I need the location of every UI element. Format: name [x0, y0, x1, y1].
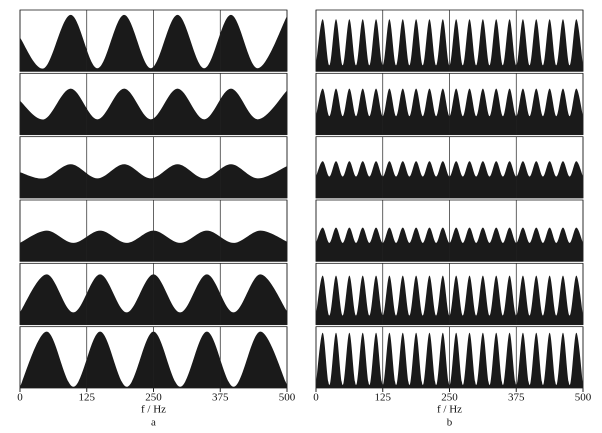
waveform — [316, 19, 583, 72]
x-tick-label: 125 — [375, 392, 392, 404]
x-tick-label: 250 — [145, 392, 162, 404]
x-tick-label: 0 — [313, 392, 319, 404]
x-tick-label: 375 — [212, 392, 229, 404]
x-axis-label: f / Hz — [141, 404, 166, 416]
x-tick-label: 125 — [79, 392, 96, 404]
x-tick-label: 375 — [508, 392, 525, 404]
x-tick-label: 250 — [441, 392, 458, 404]
x-axis-label: f / Hz — [437, 404, 462, 416]
panel-label: a — [151, 417, 156, 429]
x-tick-label: 500 — [575, 392, 592, 404]
x-tick-label: 500 — [279, 392, 296, 404]
x-tick-label: 0 — [17, 392, 23, 404]
panel-label: b — [447, 417, 453, 429]
waveform — [316, 275, 583, 325]
